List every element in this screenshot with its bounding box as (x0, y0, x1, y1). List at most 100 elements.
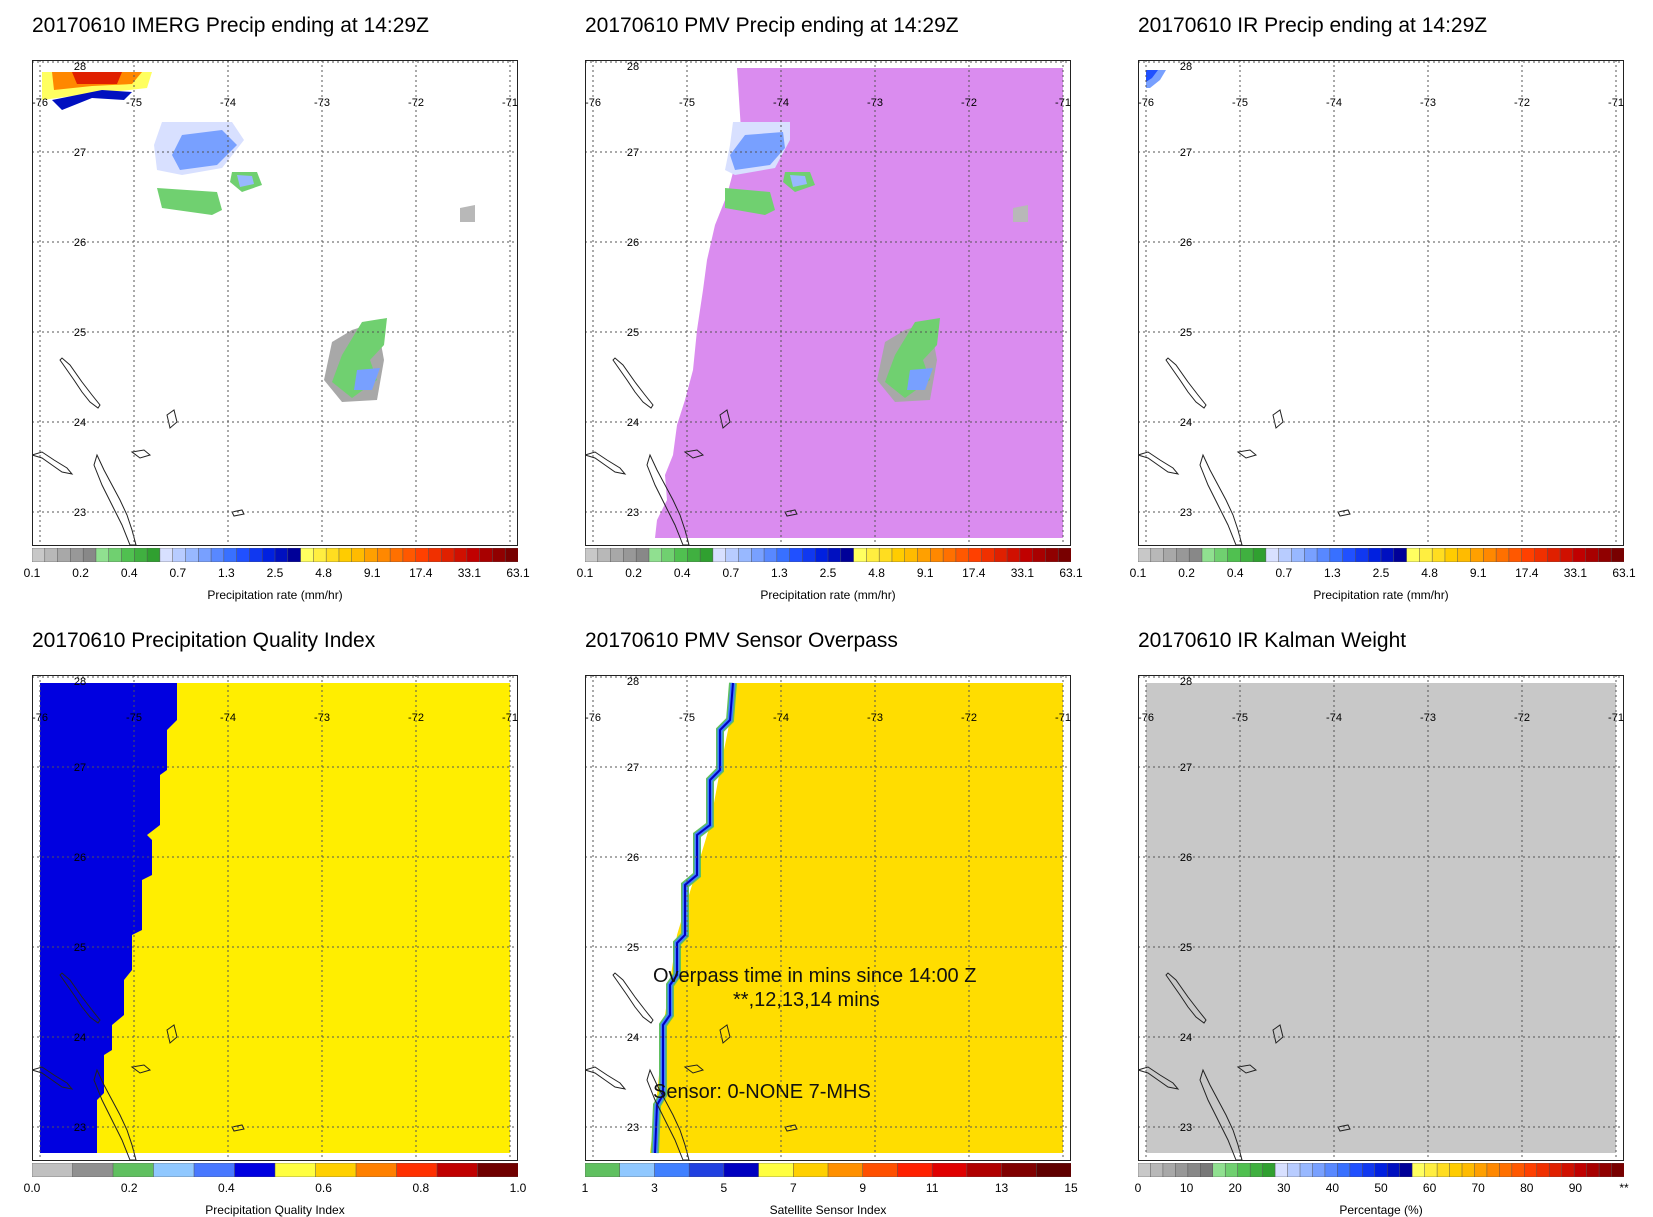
colorbar-swatch (32, 548, 46, 562)
colorbar-label: Precipitation Quality Index (205, 1203, 345, 1217)
colorbar-tick-label: 0.2 (625, 566, 642, 580)
colorbar-swatch (121, 548, 135, 562)
lat-tick-label: 26 (1180, 852, 1192, 864)
colorbar-swatch (1406, 548, 1421, 562)
lat-tick-label: 27 (74, 762, 86, 774)
precip-region (52, 90, 132, 110)
colorbar-swatch (1598, 1163, 1613, 1177)
colorbar-swatch (112, 1163, 155, 1177)
colorbar-swatch (198, 548, 212, 562)
colorbar-swatch (82, 548, 97, 562)
colorbar-ticks: 1 3 5 7 9 11 13 15 (575, 1181, 1085, 1197)
lon-tick-label: -76 (32, 97, 48, 109)
colorbar-ticks: 0.1 0.2 0.4 0.7 1.3 2.5 4.8 9.1 17.4 33.1 63.1 (1128, 566, 1638, 582)
colorbar-swatch (274, 548, 289, 562)
colorbar-swatch (585, 1163, 621, 1177)
lon-tick-label: -72 (1514, 712, 1530, 724)
colorbar-swatch (1224, 1163, 1239, 1177)
lon-tick-label: -74 (1326, 712, 1342, 724)
colorbar-swatch (72, 1163, 114, 1177)
colorbar-svg (585, 548, 1071, 562)
colorbar-swatch (1534, 548, 1548, 562)
lat-tick-label: 28 (1180, 676, 1192, 688)
colorbar-tick-label: 30 (1277, 1181, 1291, 1195)
coastline (1165, 972, 1207, 1024)
lon-tick-label: -72 (408, 97, 424, 109)
precip-region (460, 205, 475, 222)
colorbar-tick-label: 4.8 (868, 566, 885, 580)
colorbar-swatch (234, 1163, 276, 1177)
colorbar-swatch (1585, 548, 1600, 562)
colorbar-swatch (897, 1163, 933, 1177)
colorbar-swatch (1329, 548, 1344, 562)
precip-region (237, 175, 254, 187)
colorbar-swatch (1299, 1163, 1314, 1177)
colorbar-tick-label: 0.2 (120, 1181, 138, 1195)
colorbar-svg (32, 1163, 518, 1177)
map-frame (32, 675, 518, 1161)
grid-layer (585, 60, 1071, 546)
map-plot: -76 -75 -74 -73 -72 -71 28 27 26 25 24 23 (32, 60, 518, 546)
colorbar-swatch (1274, 1163, 1289, 1177)
lon-labels: -76 -75 -74 -73 -72 -71 (32, 712, 518, 724)
coastline (784, 509, 798, 517)
coastline (32, 451, 74, 475)
colorbar-swatch (1057, 548, 1071, 562)
colorbar-tick-label: 17.4 (409, 566, 433, 580)
lat-tick-label: 28 (627, 676, 639, 688)
colorbar-swatch (57, 548, 72, 562)
colorbar-swatch (1138, 1163, 1152, 1177)
lat-tick-label: 23 (1180, 1122, 1192, 1134)
lon-labels: -76 -75 -74 -73 -72 -71 (585, 97, 1071, 109)
colorbar-swatch (210, 548, 225, 562)
colorbar-swatch (1486, 1163, 1501, 1177)
colorbar-swatch (1411, 1163, 1426, 1177)
colorbar-swatch (1006, 548, 1021, 562)
colorbar-swatch (1265, 548, 1280, 562)
colorbar-tick-label: 4.8 (1421, 566, 1438, 580)
map-plot: -76 -75 -74 -73 -72 -71 28 27 26 25 24 23 (585, 675, 1071, 1161)
precip-region (354, 368, 380, 390)
lon-labels: -76 -75 -74 -73 -72 -71 (1138, 97, 1624, 109)
colorbar-swatch (827, 548, 842, 562)
colorbar-swatch (674, 548, 688, 562)
colorbar-swatch (325, 548, 340, 562)
colorbar-tick-label: 0.6 (315, 1181, 332, 1195)
colorbar-tick-label: 70 (1471, 1181, 1485, 1195)
colorbar-tick-label: 63.1 (506, 566, 530, 580)
colorbar-swatch (994, 548, 1008, 562)
colorbar-swatch (1547, 548, 1561, 562)
colorbar-swatch (70, 548, 84, 562)
colorbar-swatch (942, 548, 957, 562)
colorbar-tick-label: 0.0 (23, 1181, 41, 1195)
coastline (32, 1066, 74, 1090)
colorbar-swatch (725, 548, 740, 562)
lon-tick-label: -73 (1420, 712, 1436, 724)
colorbar-swatch (1304, 548, 1318, 562)
colorbar-swatch (504, 548, 518, 562)
lat-tick-label: 26 (1180, 237, 1192, 249)
colorbar-swatch (172, 548, 187, 562)
colorbar-swatch (477, 1163, 518, 1177)
precip-region (790, 175, 807, 187)
lon-tick-label: -73 (314, 97, 330, 109)
colorbar-swatch (1150, 548, 1165, 562)
panel-title: 20170610 Precipitation Quality Index (32, 629, 376, 652)
lat-tick-label: 24 (1180, 417, 1192, 429)
colorbar-swatch (1431, 548, 1446, 562)
colorbar-swatch (1188, 548, 1203, 562)
colorbar-swatch (966, 1163, 1003, 1177)
coastline (1199, 453, 1243, 546)
colorbar-swatch (585, 548, 599, 562)
colorbar-swatch (758, 1163, 794, 1177)
coastline (1337, 509, 1351, 517)
colorbar-swatch (1001, 1163, 1037, 1177)
colorbar-swatch (802, 548, 816, 562)
colorbar-swatch (185, 548, 199, 562)
precip-region (655, 68, 1063, 538)
colorbar-swatch (159, 548, 174, 562)
colorbar-tick-label: 11 (925, 1181, 939, 1195)
colorbar-swatch (479, 548, 494, 562)
lon-tick-label: -73 (867, 97, 883, 109)
colorbar-tick-label: 0.4 (673, 566, 691, 580)
